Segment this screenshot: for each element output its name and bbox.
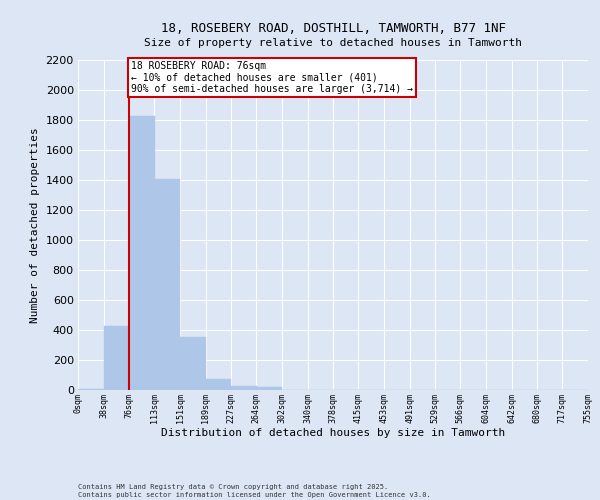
Y-axis label: Number of detached properties: Number of detached properties [30, 127, 40, 323]
Bar [78, 388, 104, 390]
Bar [232, 386, 257, 390]
Text: 18 ROSEBERY ROAD: 76sqm
← 10% of detached houses are smaller (401)
90% of semi-d: 18 ROSEBERY ROAD: 76sqm ← 10% of detache… [131, 60, 413, 94]
X-axis label: Distribution of detached houses by size in Tamworth: Distribution of detached houses by size … [161, 428, 505, 438]
Text: Size of property relative to detached houses in Tamworth: Size of property relative to detached ho… [144, 38, 522, 48]
Bar [154, 178, 180, 390]
Bar [130, 116, 155, 390]
Bar [206, 379, 231, 390]
Bar [104, 326, 129, 390]
Bar [180, 337, 206, 390]
Text: 18, ROSEBERY ROAD, DOSTHILL, TAMWORTH, B77 1NF: 18, ROSEBERY ROAD, DOSTHILL, TAMWORTH, B… [161, 22, 506, 36]
Bar [256, 387, 282, 390]
Text: Contains HM Land Registry data © Crown copyright and database right 2025.
Contai: Contains HM Land Registry data © Crown c… [78, 484, 431, 498]
